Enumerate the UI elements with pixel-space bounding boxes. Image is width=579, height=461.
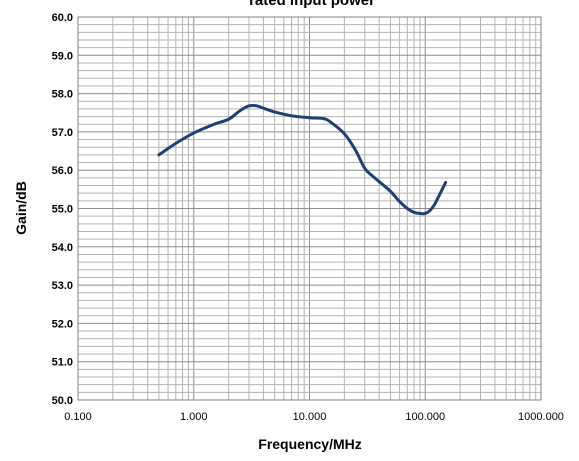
x-axis-title: Frequency/MHz: [258, 436, 361, 452]
x-tick-label: 100.000: [405, 411, 445, 423]
x-tick-label: 10.000: [293, 411, 327, 423]
x-tick-label: 0.100: [64, 411, 92, 423]
y-tick-label: 50.0: [52, 395, 73, 407]
plot-area-border: [77, 16, 542, 401]
x-tick-label: 1000.000: [518, 411, 564, 423]
gain-series-line: [157, 103, 448, 216]
y-tick-label: 57.0: [52, 127, 73, 139]
y-axis-title: Gain/dB: [13, 181, 29, 235]
y-tick-label: 52.0: [52, 318, 73, 330]
y-tick-label: 59.0: [52, 50, 73, 62]
series-layer: [157, 103, 448, 216]
chart-title: rated input power: [249, 0, 375, 9]
y-tick-label: 54.0: [52, 242, 73, 254]
y-axis-tick-labels: 50.0 51.0 52.0 53.0 54.0 55.0 56.0 57.0 58.0 59.0…: [52, 12, 73, 407]
grid: [78, 17, 541, 400]
y-tick-label: 53.0: [52, 280, 73, 292]
y-tick-label: 55.0: [52, 204, 73, 216]
x-tick-label: 1.000: [180, 411, 208, 423]
y-tick-label: 51.0: [52, 357, 73, 369]
x-axis-tick-labels: 0.100 1.000 10.000 100.000 1000.000: [64, 411, 564, 423]
y-tick-label: 58.0: [52, 89, 73, 101]
y-tick-label: 56.0: [52, 165, 73, 177]
y-tick-label: 60.0: [52, 12, 73, 24]
